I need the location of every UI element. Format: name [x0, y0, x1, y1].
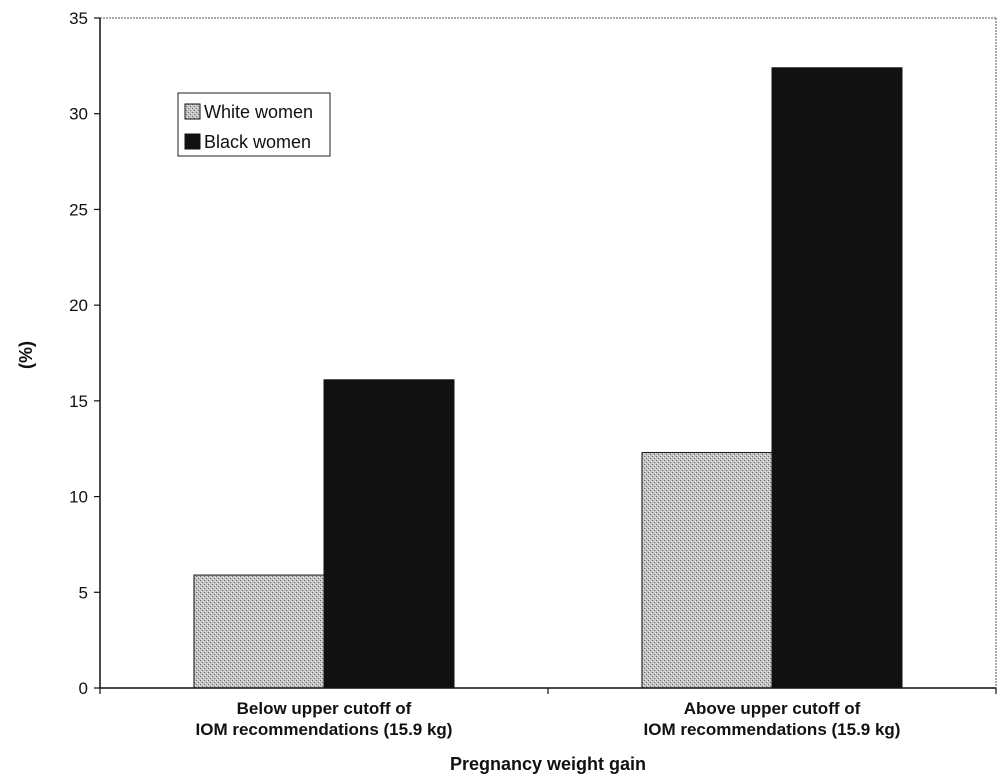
legend: White women Black women — [177, 92, 331, 157]
bar-black-women-1 — [771, 67, 903, 689]
x-category-label-line: Below upper cutoff of — [237, 699, 412, 718]
x-category-label-0: Below upper cutoff of IOM recommendations… — [196, 699, 453, 739]
y-tick-label-25: 25 — [69, 200, 88, 219]
x-category-label-1: Above upper cutoff of IOM recommendations… — [644, 699, 901, 739]
y-tick-label-10: 10 — [69, 488, 88, 507]
legend-swatch-white-women — [184, 103, 201, 120]
legend-swatch-black-women — [184, 133, 201, 150]
y-tick-label-0: 0 — [79, 679, 88, 698]
axes-layer: 0 5 10 15 20 25 30 35 Below upper cutoff of IOM r… — [69, 9, 997, 739]
x-category-label-line: IOM recommendations (15.9 kg) — [644, 720, 901, 739]
legend-label-white-women: White women — [204, 102, 313, 122]
bar-black-women-0 — [323, 379, 455, 689]
bar-white-women-0 — [193, 574, 325, 689]
bar-white-women-1 — [641, 452, 773, 689]
legend-box — [177, 92, 331, 157]
legend-label-black-women: Black women — [204, 132, 311, 152]
y-tick-label-35: 35 — [69, 9, 88, 28]
y-tick-label-20: 20 — [69, 296, 88, 315]
bars-layer — [193, 67, 903, 689]
y-tick-label-15: 15 — [69, 392, 88, 411]
x-category-label-line: Above upper cutoff of — [684, 699, 861, 718]
x-axis-title: Pregnancy weight gain — [450, 754, 646, 774]
x-category-label-line: IOM recommendations (15.9 kg) — [196, 720, 453, 739]
y-tick-label-30: 30 — [69, 105, 88, 124]
y-tick-label-5: 5 — [79, 583, 88, 602]
y-axis-title: (%) — [16, 341, 36, 369]
